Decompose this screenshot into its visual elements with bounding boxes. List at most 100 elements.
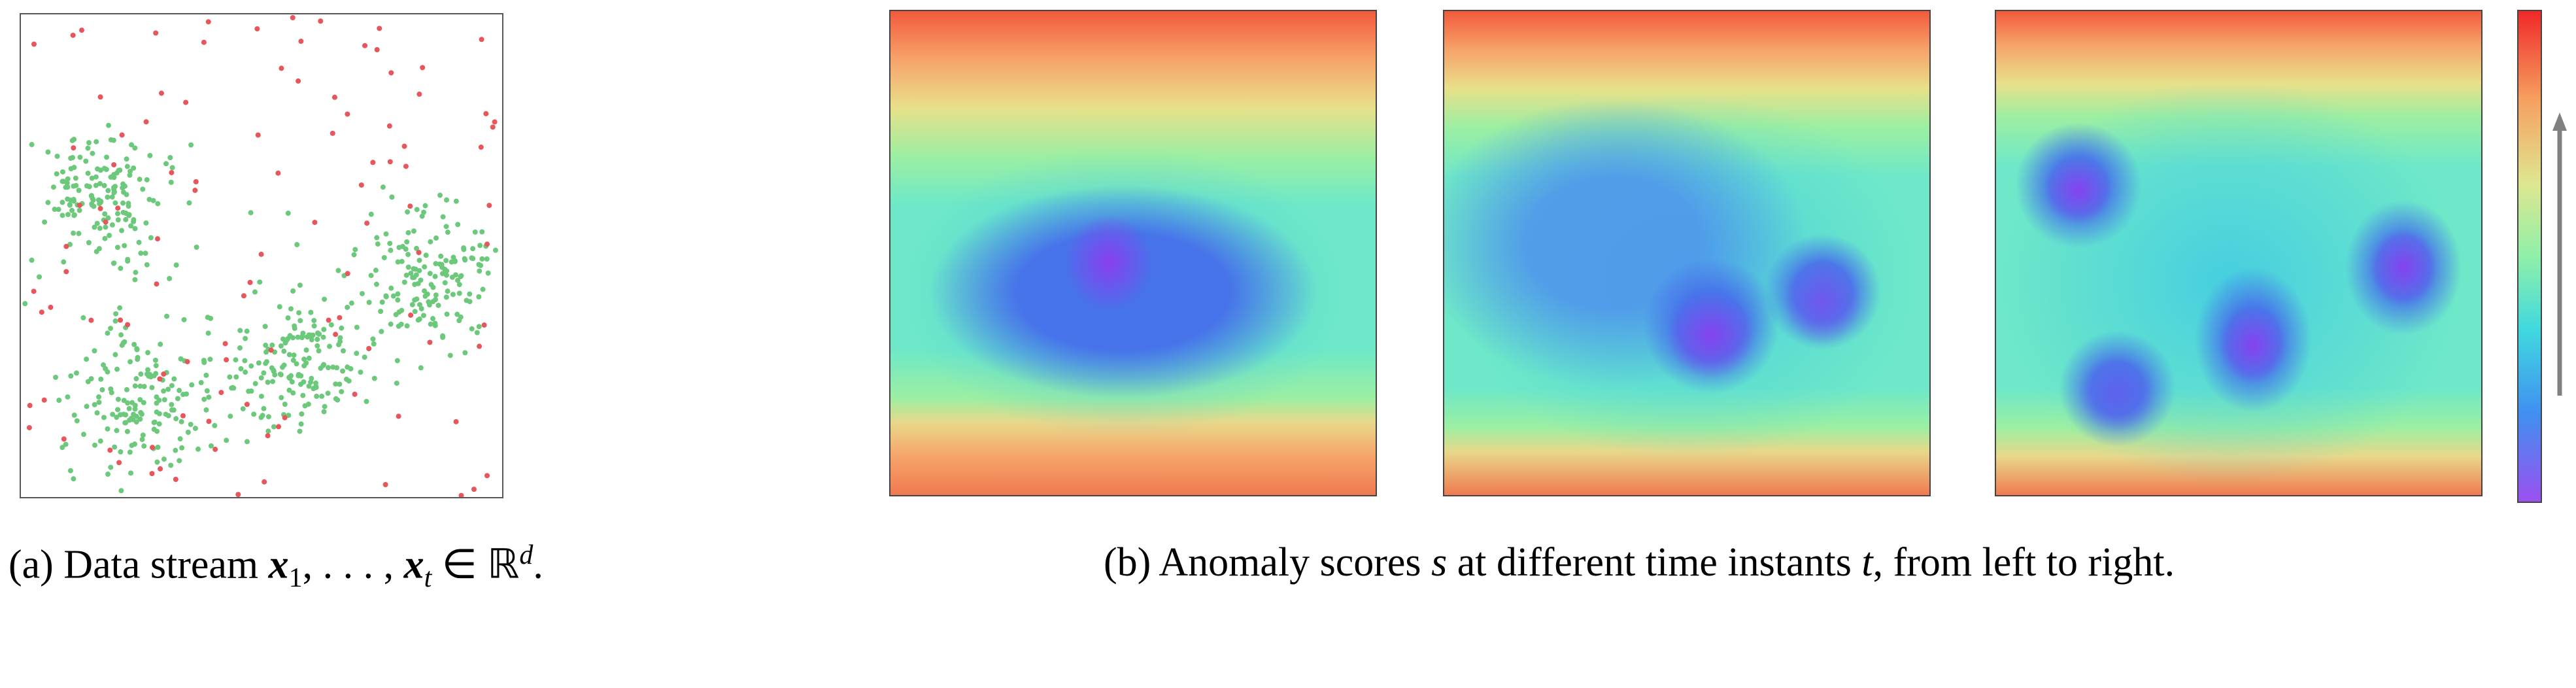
point xyxy=(127,359,133,365)
point xyxy=(161,371,167,377)
point xyxy=(295,334,301,340)
point xyxy=(121,398,127,404)
point xyxy=(102,211,108,217)
point xyxy=(484,256,490,262)
point xyxy=(119,132,125,138)
point xyxy=(388,321,394,327)
point xyxy=(138,371,144,377)
point xyxy=(362,354,367,360)
point xyxy=(282,340,288,346)
point xyxy=(134,346,140,352)
heatmap xyxy=(1443,10,1931,496)
point xyxy=(311,318,317,324)
point xyxy=(291,353,297,358)
point xyxy=(403,163,409,169)
point xyxy=(455,222,461,228)
point xyxy=(424,291,430,297)
point xyxy=(208,315,214,321)
point xyxy=(153,30,159,36)
point xyxy=(414,207,420,213)
point xyxy=(136,239,142,245)
point xyxy=(108,137,114,143)
point xyxy=(412,309,418,315)
math: s xyxy=(1431,540,1448,585)
point xyxy=(476,324,482,330)
point xyxy=(61,179,67,184)
point xyxy=(124,163,130,169)
point xyxy=(244,439,250,445)
point xyxy=(257,279,263,285)
point xyxy=(308,309,314,315)
point xyxy=(321,362,327,368)
point xyxy=(59,199,65,205)
point xyxy=(443,294,449,300)
point xyxy=(71,230,76,236)
point xyxy=(388,70,394,76)
point xyxy=(67,468,73,473)
point xyxy=(394,380,399,386)
point xyxy=(285,315,291,321)
point xyxy=(68,373,74,379)
point xyxy=(56,397,62,403)
point xyxy=(354,351,360,356)
point xyxy=(339,325,345,331)
point xyxy=(447,353,453,358)
point xyxy=(103,219,109,225)
point xyxy=(137,177,143,182)
point xyxy=(140,432,146,438)
point xyxy=(54,171,59,177)
point xyxy=(129,142,135,148)
point xyxy=(92,442,98,448)
point xyxy=(352,391,358,397)
point xyxy=(333,332,339,337)
point xyxy=(285,211,291,216)
heatmap xyxy=(889,10,1377,496)
point xyxy=(137,416,143,422)
point xyxy=(319,393,325,399)
point xyxy=(188,421,194,427)
point xyxy=(477,268,483,274)
point xyxy=(124,387,129,392)
point xyxy=(103,224,109,230)
point xyxy=(127,449,133,455)
point xyxy=(120,209,126,215)
point xyxy=(290,390,296,396)
point xyxy=(93,249,99,254)
point xyxy=(314,393,320,399)
point xyxy=(241,293,246,299)
point xyxy=(420,65,426,71)
point xyxy=(155,444,161,450)
point xyxy=(98,199,104,205)
point xyxy=(158,341,163,347)
point xyxy=(238,366,244,371)
point xyxy=(379,328,384,334)
point xyxy=(414,245,420,251)
point xyxy=(109,194,115,200)
point xyxy=(433,235,439,241)
point xyxy=(282,402,288,407)
point xyxy=(118,332,124,338)
point xyxy=(94,410,100,416)
point xyxy=(109,222,115,228)
point xyxy=(92,348,97,354)
point xyxy=(377,26,382,31)
point xyxy=(121,411,127,417)
point xyxy=(256,360,262,366)
point xyxy=(339,388,345,394)
point xyxy=(71,165,77,171)
point xyxy=(290,335,296,341)
point xyxy=(194,245,199,250)
point xyxy=(65,211,71,217)
point xyxy=(390,293,396,299)
point xyxy=(107,233,112,239)
point xyxy=(115,205,121,211)
point xyxy=(138,409,144,415)
point xyxy=(127,169,133,175)
point xyxy=(96,400,102,405)
point xyxy=(161,397,167,403)
point xyxy=(453,198,459,204)
point xyxy=(418,365,424,371)
point xyxy=(442,280,448,286)
caption-text: at different time instants xyxy=(1447,540,1862,585)
point xyxy=(76,188,82,194)
